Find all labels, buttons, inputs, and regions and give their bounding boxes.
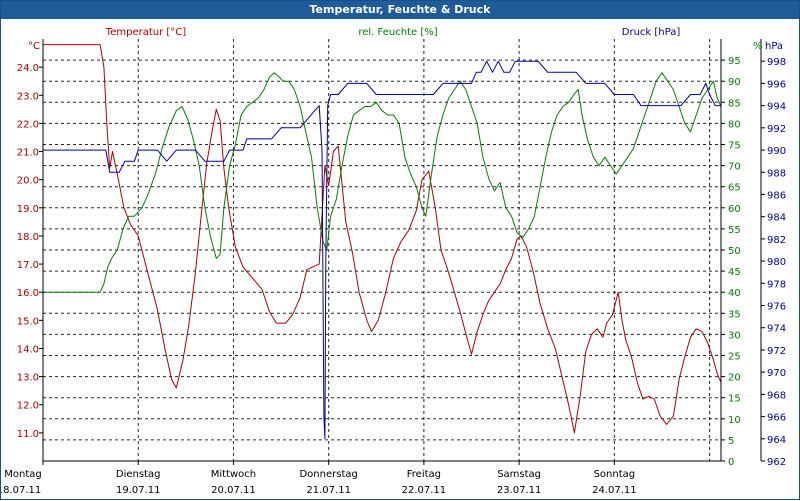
humidity-tick-label: 15: [728, 394, 741, 405]
humidity-tick-label: 60: [728, 204, 741, 215]
pressure-tick-label: 986: [767, 190, 786, 201]
series-layer: [43, 44, 722, 440]
humidity-tick-label: 5: [728, 436, 734, 447]
temperature-tick-label: 21.0: [17, 148, 39, 159]
pressure-tick-label: 984: [767, 213, 786, 224]
humidity-tick-label: 35: [728, 309, 741, 320]
pressure-tick-label: 974: [767, 324, 786, 335]
temperature-tick-label: 16.0: [17, 288, 39, 299]
pressure-tick-label: 962: [767, 457, 786, 468]
grid-lines: [43, 39, 721, 461]
pressure-tick-label: 990: [767, 146, 786, 157]
temperature-tick-label: 23.0: [17, 91, 39, 102]
pressure-tick-label: 966: [767, 413, 786, 424]
humidity-tick-label: 95: [728, 56, 741, 67]
humidity-axis-unit: %: [753, 41, 763, 52]
humidity-tick-label: 90: [728, 77, 741, 88]
temperature-axis-unit: °C: [28, 41, 40, 52]
temperature-tick-label: 24.0: [17, 63, 39, 74]
chart-title: Temperatur, Feuchte & Druck: [1, 1, 799, 19]
date-label: 21.07.11: [306, 485, 351, 496]
date-label: 19.07.11: [116, 485, 161, 496]
temperature-series-line: [43, 44, 722, 434]
date-label: 23.07.11: [497, 485, 542, 496]
pressure-tick-label: 964: [767, 435, 786, 446]
humidity-tick-label: 25: [728, 352, 741, 363]
pressure-tick-label: 970: [767, 368, 786, 379]
pressure-tick-label: 994: [767, 102, 786, 113]
temperature-tick-label: 22.0: [17, 119, 39, 130]
pressure-tick-label: 978: [767, 279, 786, 290]
humidity-tick-label: 80: [728, 119, 741, 130]
pressure-tick-label: 992: [767, 124, 786, 135]
pressure-series-line: [43, 60, 721, 440]
pressure-tick-label: 982: [767, 235, 786, 246]
pressure-tick-label: 996: [767, 79, 786, 90]
day-label: Freitag: [407, 469, 441, 480]
humidity-tick-label: 75: [728, 141, 741, 152]
humidity-tick-label: 30: [728, 330, 741, 341]
pressure-tick-label: 988: [767, 168, 786, 179]
legend-temperature: Temperatur [°C]: [105, 27, 186, 38]
humidity-tick-label: 45: [728, 267, 741, 278]
temperature-tick-label: 18.0: [17, 232, 39, 243]
humidity-tick-label: 40: [728, 288, 741, 299]
axes-layer: [39, 39, 765, 465]
humidity-tick-label: 70: [728, 162, 741, 173]
day-label: Sonntag: [594, 469, 636, 480]
humidity-tick-label: 20: [728, 373, 741, 384]
date-label: 24.07.11: [592, 485, 637, 496]
day-label: Montag: [4, 469, 41, 480]
pressure-tick-label: 980: [767, 257, 786, 268]
date-label: 22.07.11: [402, 485, 447, 496]
pressure-axis-unit: hPa: [765, 41, 783, 52]
temperature-tick-label: 19.0: [17, 204, 39, 215]
pressure-tick-label: 972: [767, 346, 786, 357]
humidity-tick-label: 65: [728, 183, 741, 194]
legend-humidity: rel. Feuchte [%]: [358, 27, 437, 38]
day-label: Mittwoch: [211, 469, 256, 480]
day-label: Donnerstag: [299, 469, 357, 480]
pressure-tick-label: 968: [767, 390, 786, 401]
pressure-tick-label: 976: [767, 302, 786, 313]
pressure-tick-label: 998: [767, 57, 786, 68]
temperature-tick-label: 17.0: [17, 260, 39, 271]
humidity-tick-label: 55: [728, 225, 741, 236]
temperature-tick-label: 11.0: [17, 429, 39, 440]
humidity-tick-label: 10: [728, 415, 741, 426]
date-label: 20.07.11: [211, 485, 256, 496]
temperature-tick-label: 15.0: [17, 316, 39, 327]
humidity-series-line: [43, 72, 722, 293]
legend-pressure: Druck [hPa]: [622, 27, 681, 38]
day-label: Dienstag: [116, 469, 161, 480]
humidity-tick-label: 0: [728, 457, 734, 468]
temperature-tick-label: 14.0: [17, 344, 39, 355]
day-label: Samstag: [497, 469, 541, 480]
humidity-tick-label: 85: [728, 98, 741, 109]
temperature-tick-label: 12.0: [17, 401, 39, 412]
date-label: 18.07.11: [1, 485, 41, 496]
temperature-tick-label: 20.0: [17, 176, 39, 187]
labels-layer: °C 11.0 12.0 13.0 14.0 15.0 16.0 17.0 18.0 19.0 20…: [1, 27, 786, 496]
humidity-tick-label: 50: [728, 246, 741, 257]
temperature-tick-label: 13.0: [17, 373, 39, 384]
